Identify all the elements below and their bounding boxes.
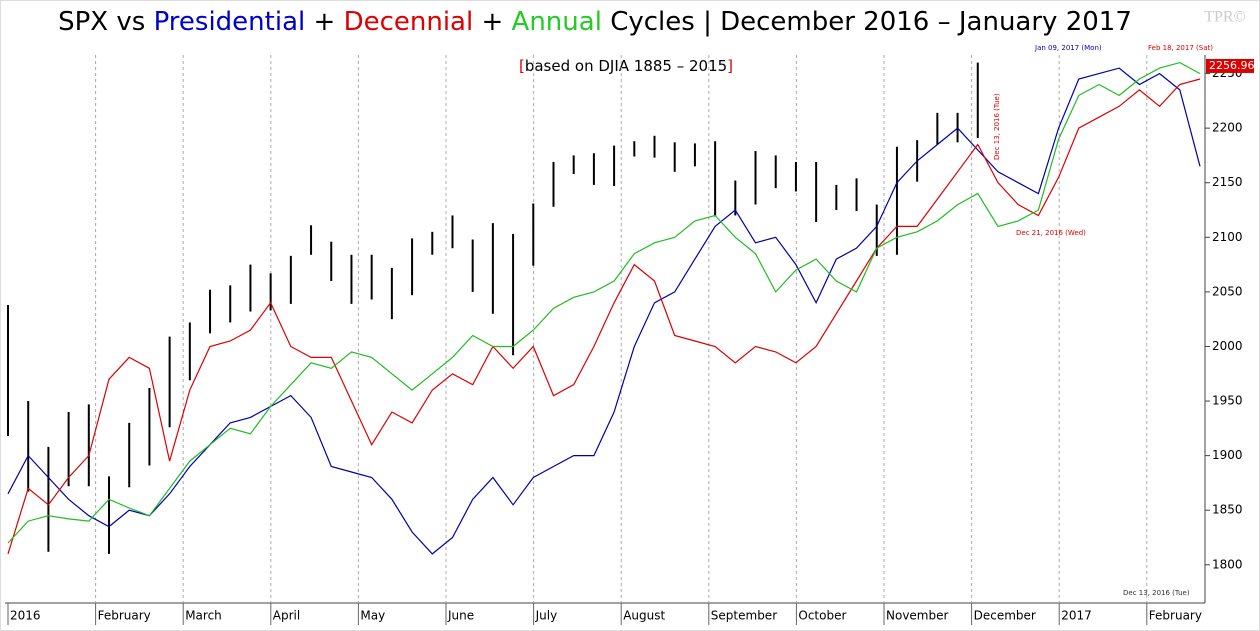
y-tick-label: 2100 — [1212, 230, 1243, 244]
subtitle-part: based on DJIA 1885 – 2015 — [525, 57, 727, 75]
subtitle-part: ] — [727, 57, 733, 75]
y-tick-label: 2150 — [1212, 175, 1243, 189]
title-part: Decennial — [344, 7, 474, 37]
x-tick-label: June — [447, 609, 474, 623]
y-tick-label: 2000 — [1212, 339, 1243, 353]
x-tick-label: December — [974, 609, 1036, 623]
title-part: Annual — [512, 7, 602, 37]
y-tick-label: 1900 — [1212, 448, 1243, 462]
cycle-line — [7, 61, 1201, 544]
x-tick-label: July — [535, 609, 558, 623]
y-tick-label: 1850 — [1212, 503, 1243, 517]
cycle-line — [7, 78, 1201, 555]
subtitle-part: [ — [519, 57, 525, 75]
title-part: Presidential — [154, 7, 306, 37]
cycle-line — [7, 67, 1201, 555]
watermark: TPR© — [1204, 9, 1246, 26]
y-tick-label: 1950 — [1212, 394, 1243, 408]
y-tick-label: 2050 — [1212, 284, 1243, 298]
last-price-box — [1206, 58, 1254, 73]
x-tick-label: September — [711, 609, 777, 623]
annotation: Feb 18, 2017 (Sat) — [1148, 44, 1213, 52]
x-tick-label: October — [798, 609, 846, 623]
title-part: + — [473, 7, 511, 37]
title-part: SPX vs — [58, 7, 153, 37]
title-part: Cycles | December 2016 – January 2017 — [602, 7, 1132, 37]
annotation: Dec 13, 2016 (Tue) — [993, 93, 1001, 160]
x-tick-label: November — [886, 609, 948, 623]
annotation: Dec 13, 2016 (Tue) — [1123, 589, 1190, 597]
x-tick-label: May — [360, 609, 385, 623]
x-tick-label: March — [185, 609, 222, 623]
annotation: Jan 09, 2017 (Mon) — [1034, 44, 1102, 52]
x-tick-label: February — [1149, 609, 1202, 623]
x-tick-label: April — [273, 609, 300, 623]
y-tick-label: 1800 — [1212, 557, 1243, 571]
y-tick-label: 2200 — [1212, 121, 1243, 135]
last-price-label: 2256.960 — [1209, 59, 1260, 72]
x-tick-label: February — [98, 609, 151, 623]
annotation: Dec 21, 2016 (Wed) — [1016, 229, 1086, 237]
title-part: + — [305, 7, 343, 37]
chart-subtitle: [based on DJIA 1885 – 2015] — [519, 57, 733, 75]
x-tick-label: 2016 — [10, 609, 41, 623]
chart-title: SPX vs Presidential + Decennial + Annual… — [58, 7, 1132, 37]
x-tick-label: August — [623, 609, 665, 623]
x-tick-label: 2017 — [1061, 609, 1092, 623]
